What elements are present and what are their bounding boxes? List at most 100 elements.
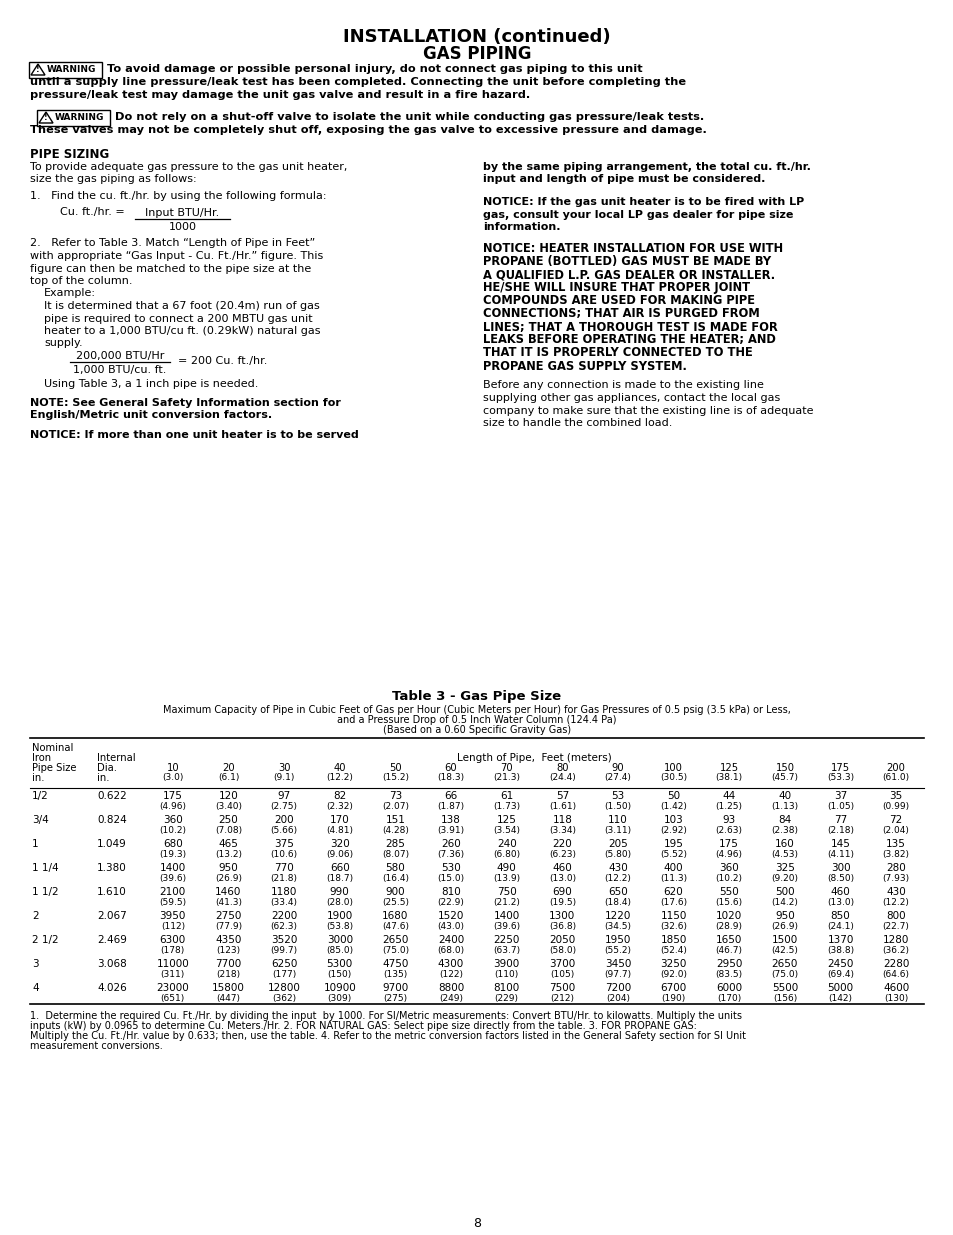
Text: CONNECTIONS; THAT AIR IS PURGED FROM: CONNECTIONS; THAT AIR IS PURGED FROM bbox=[482, 308, 759, 321]
Text: (99.7): (99.7) bbox=[271, 946, 297, 955]
Text: (3.54): (3.54) bbox=[493, 826, 519, 835]
Text: (1.05): (1.05) bbox=[826, 802, 853, 811]
Text: 1650: 1650 bbox=[716, 935, 741, 945]
Text: 150: 150 bbox=[775, 763, 794, 773]
Text: (2.63): (2.63) bbox=[715, 826, 742, 835]
Text: 1950: 1950 bbox=[604, 935, 631, 945]
Text: (229): (229) bbox=[495, 994, 518, 1003]
Text: (75.0): (75.0) bbox=[771, 969, 798, 979]
Text: with appropriate “Gas Input - Cu. Ft./Hr.” figure. This: with appropriate “Gas Input - Cu. Ft./Hr… bbox=[30, 251, 323, 261]
Text: (13.0): (13.0) bbox=[548, 874, 576, 883]
Text: 3900: 3900 bbox=[493, 960, 519, 969]
Text: 7500: 7500 bbox=[549, 983, 575, 993]
Text: 175: 175 bbox=[830, 763, 849, 773]
Text: (10.2): (10.2) bbox=[715, 874, 742, 883]
Text: INSTALLATION (continued): INSTALLATION (continued) bbox=[343, 28, 610, 46]
Text: 135: 135 bbox=[885, 839, 905, 848]
Text: in.: in. bbox=[32, 773, 45, 783]
Text: 160: 160 bbox=[774, 839, 794, 848]
Text: (52.4): (52.4) bbox=[659, 946, 686, 955]
Text: 3250: 3250 bbox=[659, 960, 686, 969]
Text: 50: 50 bbox=[389, 763, 401, 773]
Text: (28.9): (28.9) bbox=[715, 923, 742, 931]
Text: (28.0): (28.0) bbox=[326, 898, 353, 906]
Text: (19.5): (19.5) bbox=[548, 898, 576, 906]
Text: 1460: 1460 bbox=[215, 887, 241, 897]
Text: 151: 151 bbox=[385, 815, 405, 825]
Text: (17.6): (17.6) bbox=[659, 898, 686, 906]
Text: LEAKS BEFORE OPERATING THE HEATER; AND: LEAKS BEFORE OPERATING THE HEATER; AND bbox=[482, 333, 775, 347]
Text: 23000: 23000 bbox=[156, 983, 189, 993]
Text: 1 1/2: 1 1/2 bbox=[32, 887, 58, 897]
Text: 200: 200 bbox=[885, 763, 904, 773]
Text: 93: 93 bbox=[721, 815, 735, 825]
Text: 0.824: 0.824 bbox=[97, 815, 127, 825]
Text: (10.2): (10.2) bbox=[159, 826, 186, 835]
Text: 550: 550 bbox=[719, 887, 739, 897]
Text: COMPOUNDS ARE USED FOR MAKING PIPE: COMPOUNDS ARE USED FOR MAKING PIPE bbox=[482, 294, 754, 308]
Text: 6000: 6000 bbox=[716, 983, 741, 993]
Text: (32.6): (32.6) bbox=[659, 923, 686, 931]
Text: 580: 580 bbox=[385, 863, 405, 873]
Text: 4350: 4350 bbox=[215, 935, 241, 945]
Text: gas, consult your local LP gas dealer for pipe size: gas, consult your local LP gas dealer fo… bbox=[482, 210, 793, 220]
Text: 200: 200 bbox=[274, 815, 294, 825]
Text: Before any connection is made to the existing line: Before any connection is made to the exi… bbox=[482, 380, 763, 390]
Text: (123): (123) bbox=[216, 946, 240, 955]
Text: (33.4): (33.4) bbox=[271, 898, 297, 906]
Text: Table 3 - Gas Pipe Size: Table 3 - Gas Pipe Size bbox=[392, 690, 561, 703]
Text: These valves may not be completely shut off, exposing the gas valve to excessive: These valves may not be completely shut … bbox=[30, 125, 706, 135]
Text: 530: 530 bbox=[440, 863, 460, 873]
FancyBboxPatch shape bbox=[37, 110, 111, 126]
Text: 1/2: 1/2 bbox=[32, 790, 49, 802]
Text: (12.2): (12.2) bbox=[604, 874, 631, 883]
Text: 810: 810 bbox=[440, 887, 460, 897]
Text: 72: 72 bbox=[888, 815, 902, 825]
Text: 2650: 2650 bbox=[771, 960, 798, 969]
Text: To avoid damage or possible personal injury, do not connect gas piping to this u: To avoid damage or possible personal inj… bbox=[107, 64, 642, 74]
Text: Iron: Iron bbox=[32, 753, 51, 763]
Text: (22.9): (22.9) bbox=[437, 898, 464, 906]
Text: (1.61): (1.61) bbox=[548, 802, 576, 811]
Text: (1.50): (1.50) bbox=[604, 802, 631, 811]
Text: To provide adequate gas pressure to the gas unit heater,: To provide adequate gas pressure to the … bbox=[30, 162, 347, 172]
Text: 2650: 2650 bbox=[382, 935, 408, 945]
Text: size the gas piping as follows:: size the gas piping as follows: bbox=[30, 174, 196, 184]
Text: Length of Pipe,  Feet (meters): Length of Pipe, Feet (meters) bbox=[456, 753, 611, 763]
Text: 430: 430 bbox=[607, 863, 627, 873]
Text: 8: 8 bbox=[473, 1216, 480, 1230]
Text: 60: 60 bbox=[444, 763, 456, 773]
Text: 3520: 3520 bbox=[271, 935, 297, 945]
Text: 1.  Determine the required Cu. Ft./Hr. by dividing the input  by 1000. For SI/Me: 1. Determine the required Cu. Ft./Hr. by… bbox=[30, 1011, 741, 1021]
Text: WARNING: WARNING bbox=[55, 112, 104, 122]
Text: (2.38): (2.38) bbox=[771, 826, 798, 835]
Text: 1000: 1000 bbox=[169, 222, 196, 232]
Text: HE/SHE WILL INSURE THAT PROPER JOINT: HE/SHE WILL INSURE THAT PROPER JOINT bbox=[482, 282, 749, 294]
Text: (10.6): (10.6) bbox=[271, 850, 297, 860]
Text: (45.7): (45.7) bbox=[771, 773, 798, 782]
Text: (212): (212) bbox=[550, 994, 574, 1003]
Text: 1400: 1400 bbox=[159, 863, 186, 873]
Text: (1.73): (1.73) bbox=[493, 802, 519, 811]
Text: 460: 460 bbox=[552, 863, 572, 873]
Text: 680: 680 bbox=[163, 839, 183, 848]
Text: 5300: 5300 bbox=[326, 960, 353, 969]
Text: (2.04): (2.04) bbox=[882, 826, 908, 835]
Text: 650: 650 bbox=[607, 887, 627, 897]
Text: (249): (249) bbox=[438, 994, 462, 1003]
Text: 37: 37 bbox=[833, 790, 846, 802]
Text: (1.13): (1.13) bbox=[771, 802, 798, 811]
Text: (38.1): (38.1) bbox=[715, 773, 742, 782]
Text: 1: 1 bbox=[32, 839, 38, 848]
Text: 1220: 1220 bbox=[604, 911, 631, 921]
Text: (15.0): (15.0) bbox=[437, 874, 464, 883]
Text: supplying other gas appliances, contact the local gas: supplying other gas appliances, contact … bbox=[482, 393, 780, 403]
Text: 285: 285 bbox=[385, 839, 405, 848]
Text: (21.3): (21.3) bbox=[493, 773, 519, 782]
Text: (13.2): (13.2) bbox=[214, 850, 242, 860]
Text: 2 1/2: 2 1/2 bbox=[32, 935, 58, 945]
Text: 200,000 BTU/Hr: 200,000 BTU/Hr bbox=[75, 351, 164, 361]
Text: GAS PIPING: GAS PIPING bbox=[422, 44, 531, 63]
Text: 57: 57 bbox=[555, 790, 568, 802]
Text: (83.5): (83.5) bbox=[715, 969, 742, 979]
